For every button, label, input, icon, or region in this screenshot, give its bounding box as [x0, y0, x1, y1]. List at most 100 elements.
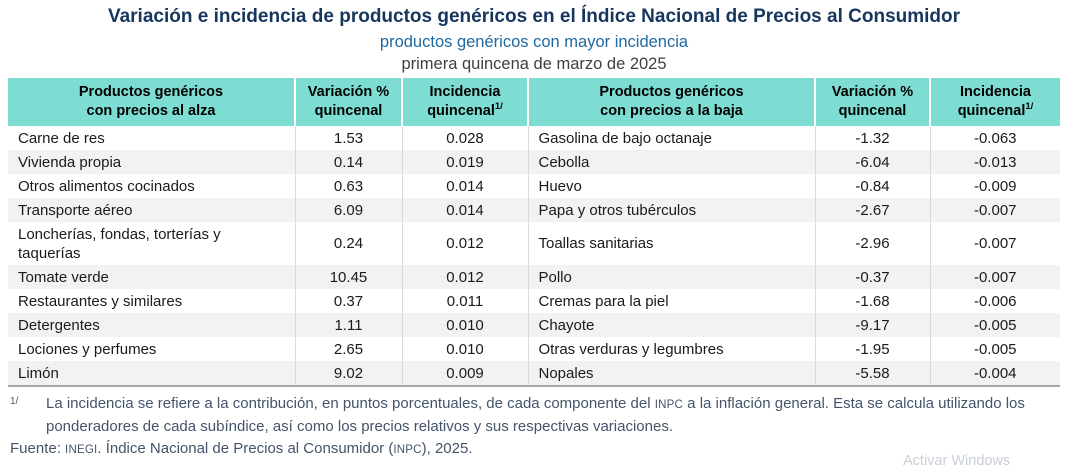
source-line: Fuente: INEGI. Índice Nacional de Precio… — [10, 438, 1068, 461]
source-label: Fuente: — [10, 440, 66, 457]
period-label: primera quincena de marzo de 2025 — [401, 55, 667, 73]
page-title: Variación e incidencia de productos gené… — [107, 6, 961, 27]
variacion-alza-cell: 0.63 — [294, 174, 402, 198]
footnote-segment: La incidencia se refiere a la contribuci… — [46, 395, 655, 412]
footnote-text: La incidencia se refiere a la contribuci… — [46, 393, 1054, 437]
variacion-alza-cell: 0.24 — [294, 222, 402, 265]
header-line: Incidencia — [960, 84, 1031, 100]
product-baja-cell: Chayote — [527, 313, 815, 337]
product-alza-cell: Tomate verde — [18, 268, 109, 286]
header-variacion-baja: Variación % quincenal — [814, 78, 930, 126]
table-row: Carne de res 1.53 0.028 Gasolina de bajo oc… — [8, 126, 1060, 150]
variacion-baja-cell: -0.37 — [814, 265, 930, 289]
incidencia-alza-cell: 0.014 — [401, 198, 528, 222]
inpc-table-page: { "chart_data": { "type": "table", "titl… — [0, 5, 1068, 469]
header-line-text: quincenal — [427, 103, 495, 119]
variacion-alza-cell: 6.09 — [294, 198, 402, 222]
header-line: Productos genéricos — [78, 84, 224, 100]
header-line: quincenal — [314, 103, 383, 119]
product-baja-cell: Toallas sanitarias — [527, 222, 815, 265]
variacion-baja-cell: -5.58 — [814, 361, 930, 386]
incidencia-baja-cell: -0.013 — [929, 150, 1060, 174]
product-baja-cell: Pollo — [527, 265, 815, 289]
table-row: Loncherías, fondas, torterías y taquería… — [8, 222, 1060, 265]
table-row: Transporte aéreo 6.09 0.014 Papa y otros tu… — [8, 198, 1060, 222]
incidencia-baja-cell: -0.007 — [929, 265, 1060, 289]
product-baja-cell: Cebolla — [527, 150, 815, 174]
product-alza-cell: Otros alimentos cocinados — [18, 177, 195, 195]
header-line: con precios a la baja — [600, 103, 743, 119]
product-alza-cell: Limón — [18, 364, 59, 382]
inpc-incidence-table: Productos genéricos con precios al alza … — [8, 78, 1060, 387]
incidencia-alza-cell: 0.009 — [401, 361, 528, 386]
header-line: Incidencia — [429, 84, 501, 100]
header-line: Productos genéricos — [599, 84, 744, 100]
header-products-alza: Productos genéricos con precios al alza — [8, 78, 295, 126]
product-baja-cell: Papa y otros tubérculos — [527, 198, 815, 222]
variacion-baja-cell: -0.84 — [814, 174, 930, 198]
footnote-ref: 1/ — [494, 101, 503, 113]
product-baja-cell: Gasolina de bajo octanaje — [527, 126, 815, 150]
inpc-acronym: INPC — [393, 444, 422, 456]
variacion-alza-cell: 0.37 — [294, 289, 402, 313]
variacion-alza-cell: 1.53 — [294, 126, 402, 150]
footnote: 1/ La incidencia se refiere a la contrib… — [10, 393, 1068, 437]
inpc-acronym: INPC — [654, 399, 684, 411]
header-products-baja: Productos genéricos con precios a la baj… — [527, 78, 815, 126]
incidencia-alza-cell: 0.012 — [401, 265, 528, 289]
page-subtitle: productos genéricos con mayor incidencia — [379, 33, 689, 51]
product-alza-cell: Detergentes — [18, 316, 100, 334]
incidencia-alza-cell: 0.011 — [401, 289, 528, 313]
incidencia-baja-cell: -0.006 — [929, 289, 1060, 313]
product-baja-cell: Huevo — [527, 174, 815, 198]
product-alza-cell: Transporte aéreo — [18, 201, 133, 219]
incidencia-alza-cell: 0.012 — [401, 222, 528, 265]
incidencia-baja-cell: -0.063 — [929, 126, 1060, 150]
variacion-alza-cell: 1.11 — [294, 313, 402, 337]
product-alza-cell: Lociones y perfumes — [18, 340, 157, 358]
table-header: Productos genéricos con precios al alza … — [8, 78, 1060, 126]
variacion-alza-cell: 9.02 — [294, 361, 402, 386]
incidencia-baja-cell: -0.005 — [929, 337, 1060, 361]
variacion-baja-cell: -2.96 — [814, 222, 930, 265]
product-alza-cell: Loncherías, fondas, torterías y taquería… — [18, 225, 221, 262]
variacion-baja-cell: -1.68 — [814, 289, 930, 313]
header-incidencia-baja: Incidencia quincenal1/ — [929, 78, 1060, 126]
product-alza-cell: Restaurantes y similares — [18, 292, 183, 310]
activate-windows-watermark: Activar Windows — [903, 453, 1011, 469]
table-row: Otros alimentos cocinados 0.63 0.014 Huevo -… — [8, 174, 1060, 198]
table-row: Restaurantes y similares 0.37 0.011 Cremas … — [8, 289, 1060, 313]
table-row: Detergentes 1.11 0.010 Chayote -9.17 -0.005 — [8, 313, 1060, 337]
incidencia-alza-cell: 0.019 — [401, 150, 528, 174]
incidencia-alza-cell: 0.028 — [401, 126, 528, 150]
header-line-text: quincenal — [957, 103, 1026, 119]
variacion-baja-cell: -1.95 — [814, 337, 930, 361]
product-baja-cell: Nopales — [527, 361, 815, 386]
incidencia-alza-cell: 0.010 — [401, 337, 528, 361]
variacion-baja-cell: -2.67 — [814, 198, 930, 222]
variacion-baja-cell: -1.32 — [814, 126, 930, 150]
incidencia-baja-cell: -0.007 — [929, 222, 1060, 265]
variacion-alza-cell: 10.45 — [294, 265, 402, 289]
product-baja-cell: Cremas para la piel — [527, 289, 815, 313]
footnote-ref: 1/ — [1025, 101, 1034, 113]
table-row: Limón 9.02 0.009 Nopales -5.58 -0.004 — [8, 361, 1060, 386]
header-row: Productos genéricos con precios al alza … — [8, 78, 1060, 126]
header-variacion-alza: Variación % quincenal — [294, 78, 402, 126]
incidencia-baja-cell: -0.009 — [929, 174, 1060, 198]
product-baja-cell: Otras verduras y legumbres — [527, 337, 815, 361]
header-line: con precios al alza — [86, 103, 216, 119]
table-body: Carne de res 1.53 0.028 Gasolina de bajo oc… — [8, 126, 1060, 386]
incidencia-alza-cell: 0.014 — [401, 174, 528, 198]
variacion-baja-cell: -9.17 — [814, 313, 930, 337]
header-line: Variación % — [831, 84, 914, 100]
header-line: Variación % — [307, 84, 390, 100]
variacion-alza-cell: 2.65 — [294, 337, 402, 361]
source-segment: . Índice Nacional de Precios al Consumid… — [97, 440, 394, 457]
incidencia-baja-cell: -0.007 — [929, 198, 1060, 222]
inegi-acronym: INEGI — [65, 444, 98, 456]
variacion-baja-cell: -6.04 — [814, 150, 930, 174]
product-alza-cell: Vivienda propia — [18, 153, 122, 171]
product-alza-cell: Carne de res — [18, 129, 105, 147]
header-line: quincenal1/ — [935, 102, 1056, 121]
